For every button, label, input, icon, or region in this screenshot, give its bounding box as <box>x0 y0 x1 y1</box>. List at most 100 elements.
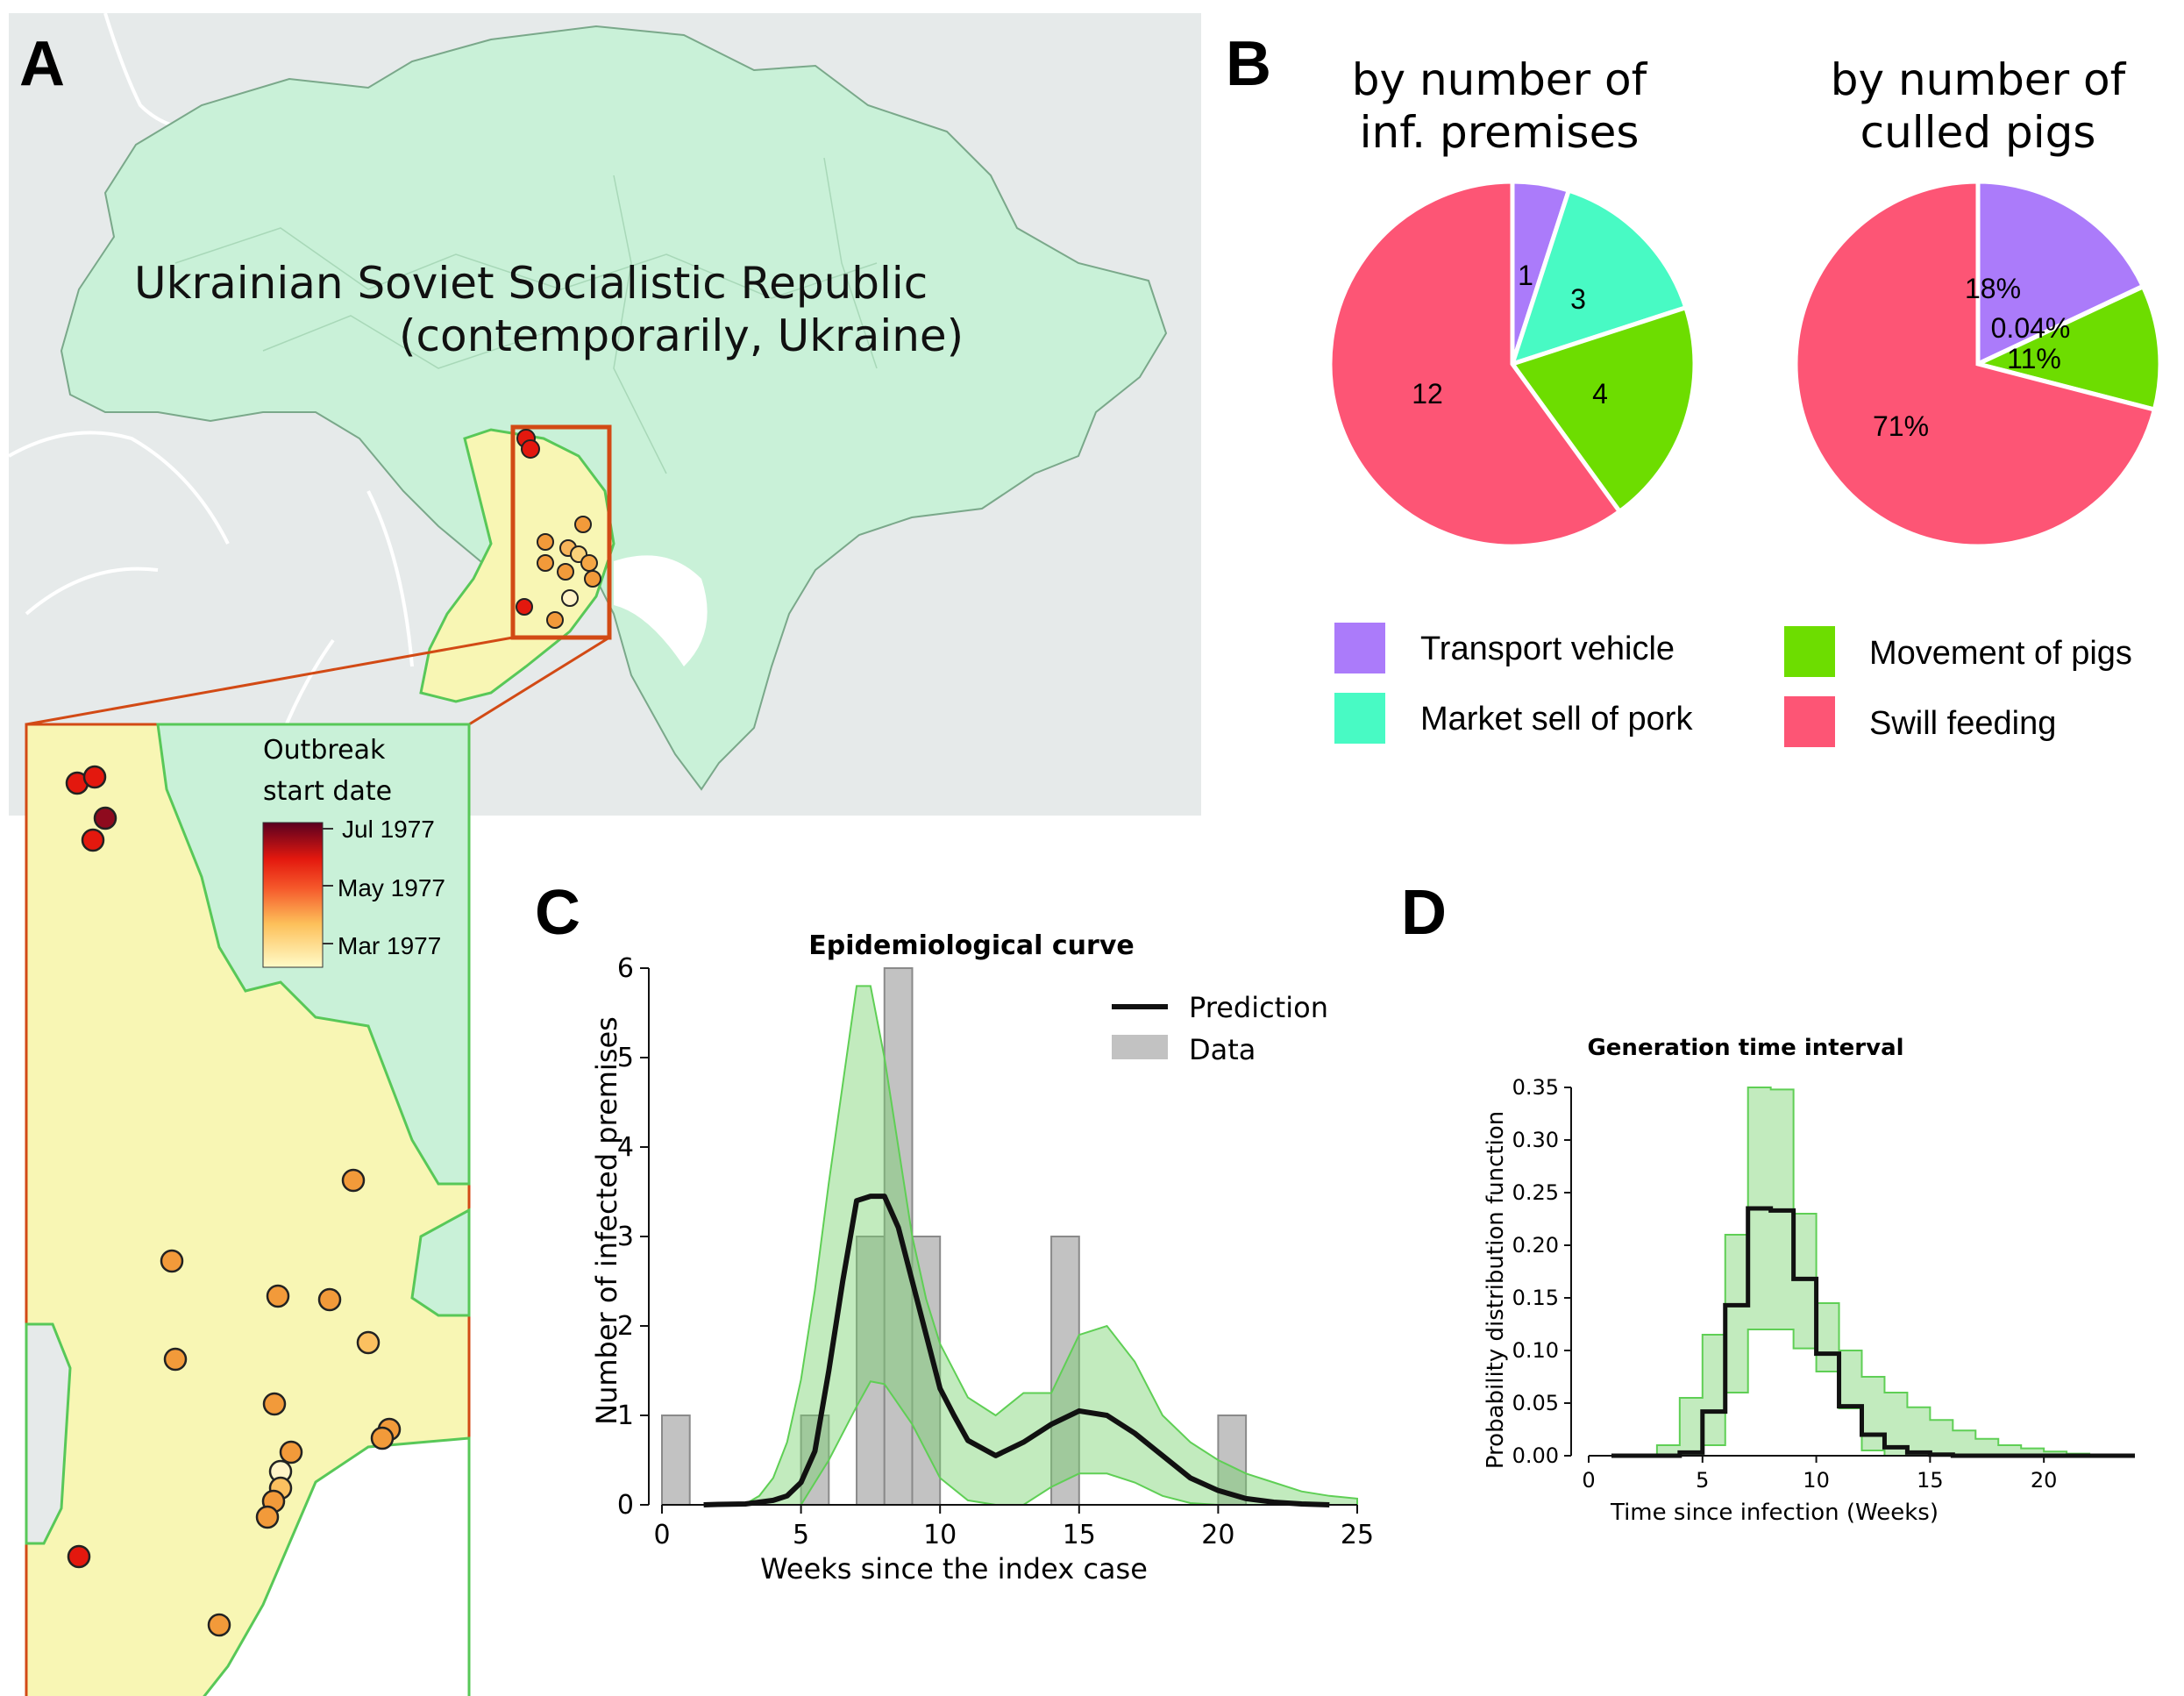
outbreak-dot <box>557 563 574 581</box>
map-panel: Ukrainian Soviet Socialistic Republic (c… <box>8 12 1201 1696</box>
y-tick-label: 6 <box>617 953 634 984</box>
pie1-title-line1: by number of <box>1352 54 1648 105</box>
map-region-label-1: Ukrainian Soviet Socialistic Republic <box>134 258 928 309</box>
interval-band <box>1611 1087 2135 1457</box>
y-tick-label: 0.15 <box>1512 1286 1559 1310</box>
pie2-title-line1: by number of <box>1831 54 2127 105</box>
epi-curve-xlabel: Weeks since the index case <box>760 1552 1148 1586</box>
outbreak-dot <box>160 1249 184 1273</box>
pie-legend: Transport vehicle Market sell of pork Mo… <box>1334 623 2132 747</box>
outbreak-dot <box>82 765 107 789</box>
pie-slice <box>1327 179 1623 549</box>
legend-label-data: Data <box>1189 1033 1256 1066</box>
outbreak-dot <box>317 1287 342 1312</box>
y-tick-label: 0.00 <box>1512 1443 1559 1468</box>
colorbar-tick-label: Mar 1977 <box>338 932 441 959</box>
map-outbreak-dots <box>516 429 601 629</box>
x-tick-label: 20 <box>1201 1520 1234 1550</box>
panel-letter-d: D <box>1401 878 1447 948</box>
epi-curve-legend: Prediction Data <box>1112 991 1328 1066</box>
colorbar-title-2: start date <box>263 776 392 807</box>
generation-time-title: Generation time interval <box>1587 1035 1903 1061</box>
pie-data-label: 3 <box>1570 283 1586 315</box>
map-road-lines <box>8 12 414 790</box>
legend-swatch-data <box>1112 1035 1168 1059</box>
y-tick-label: 0.35 <box>1512 1075 1559 1100</box>
outbreak-dot <box>93 806 117 830</box>
y-tick-label: 0.25 <box>1512 1180 1559 1205</box>
prediction-band <box>744 985 1358 1506</box>
epi-curve-ylabel: Number of infected premises <box>590 1016 623 1425</box>
outbreak-dot <box>561 589 579 607</box>
y-tick-label: 1 <box>617 1400 634 1431</box>
legend-swatch-transport <box>1334 623 1385 673</box>
pie-chart-premises: 1 3 4 12 <box>1327 179 1697 549</box>
outbreak-dot <box>537 554 554 572</box>
outbreak-dot <box>574 516 592 533</box>
prediction-line <box>703 1194 1330 1507</box>
outbreak-dot <box>537 533 554 551</box>
province-lines <box>174 157 878 474</box>
outbreak-dot <box>163 1347 188 1372</box>
legend-swatch-movement <box>1784 626 1835 677</box>
legend-label-movement: Movement of pigs <box>1869 635 2132 672</box>
panel-letter-a: A <box>19 29 65 99</box>
map-region-label-2: (contemporarily, Ukraine) <box>399 310 964 361</box>
x-tick-label: 0 <box>653 1520 670 1550</box>
outbreak-dot <box>521 439 540 459</box>
inset-outbreak-dots <box>65 765 402 1637</box>
pie-data-label: 18% <box>1965 273 2021 304</box>
x-tick-label: 25 <box>1341 1520 1374 1550</box>
y-tick-label: 0.20 <box>1512 1233 1559 1258</box>
y-tick-label: 0.30 <box>1512 1128 1559 1152</box>
outbreak-dot <box>279 1440 303 1464</box>
outbreak-dot <box>356 1330 381 1355</box>
generation-time-xlabel: Time since infection (Weeks) <box>1610 1500 1939 1526</box>
outbreak-dot <box>580 554 598 572</box>
highlighted-region <box>419 428 615 703</box>
legend-label-market: Market sell of pork <box>1420 701 1693 738</box>
epi-curve-panel: Epidemiological curve 0 5 10 15 20 250123456 … <box>590 930 1374 1586</box>
pie-slice <box>1508 304 1697 515</box>
pie-data-label: 4 <box>1592 378 1608 410</box>
generation-time-ylabel: Probability distribution function <box>1483 1111 1509 1469</box>
legend-swatch-market <box>1334 693 1385 744</box>
outbreak-dot <box>81 828 105 852</box>
x-tick-label: 20 <box>2031 1468 2058 1493</box>
y-tick-label: 0 <box>617 1490 634 1521</box>
outbreak-dot <box>584 570 601 588</box>
outbreak-dot <box>262 1392 287 1416</box>
y-tick-label: 0.05 <box>1512 1391 1559 1415</box>
pie-data-label: 11% <box>2007 343 2061 374</box>
x-tick-label: 10 <box>1803 1468 1830 1493</box>
colorbar <box>262 822 324 968</box>
outbreak-dot <box>255 1505 280 1529</box>
pie-slice <box>1793 179 2158 549</box>
legend-label-swill: Swill feeding <box>1869 705 2056 742</box>
x-tick-label: 10 <box>923 1520 957 1550</box>
pie-data-label: 1 <box>1518 260 1533 291</box>
outbreak-dot <box>67 1544 91 1569</box>
colorbar-tick-label: Jul 1977 <box>342 816 435 843</box>
outbreak-dot <box>266 1284 290 1308</box>
pie-data-label: 12 <box>1412 378 1443 410</box>
generation-time-panel: Generation time interval 0 5 10 15 20 0.00 0.0… <box>1483 1035 2135 1526</box>
x-tick-label: 15 <box>1063 1520 1096 1550</box>
panel-letter-c: C <box>535 878 580 948</box>
colorbar-title-1: Outbreak <box>263 735 386 766</box>
epi-curve-title: Epidemiological curve <box>808 930 1134 961</box>
inset-sea <box>203 1436 471 1696</box>
zoom-line-right <box>468 636 610 726</box>
legend-swatch-swill <box>1784 696 1835 747</box>
epi-curve-plot: 0 5 10 15 20 25 0 1 2 3 4 5 6 <box>617 953 1374 1550</box>
legend-label-transport: Transport vehicle <box>1420 631 1675 667</box>
pie-data-label: 0.04% <box>1991 312 2071 344</box>
colorbar-tick-label: May 1977 <box>338 874 445 901</box>
pie-panel: by number of inf. premises by number of … <box>1327 54 2163 747</box>
y-tick-label: 3 <box>617 1222 634 1252</box>
pie-slice <box>1975 179 2146 367</box>
pie-chart-culled-pigs: 18% 0.04%11% 71% <box>1793 179 2163 549</box>
y-tick-label: 4 <box>617 1132 634 1163</box>
x-tick-label: 5 <box>793 1520 809 1550</box>
